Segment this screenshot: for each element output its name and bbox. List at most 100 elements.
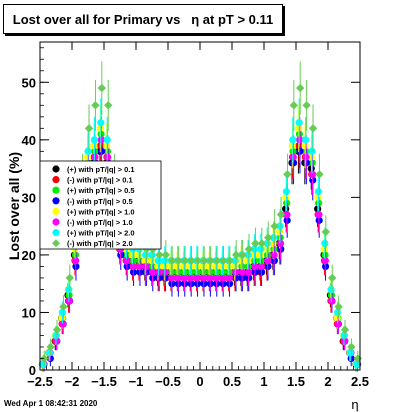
data-point	[257, 239, 267, 248]
data-point	[59, 320, 67, 328]
data-point	[327, 285, 335, 294]
data-point	[296, 83, 305, 93]
data-point	[97, 83, 107, 93]
legend-label: (-) with pT/|q| > 1.0	[67, 218, 133, 227]
data-point	[187, 256, 196, 265]
data-point	[289, 101, 299, 110]
legend-marker	[52, 197, 60, 205]
data-point	[283, 170, 292, 179]
data-point	[193, 256, 203, 265]
data-point	[142, 251, 150, 259]
data-point	[161, 257, 169, 265]
data-point	[244, 268, 253, 276]
data-point	[65, 285, 73, 294]
x-tick-label: 1	[260, 374, 267, 389]
data-point	[104, 153, 112, 161]
data-point	[302, 136, 310, 144]
data-point	[308, 124, 318, 133]
data-point	[232, 250, 241, 260]
legend-label: (+) with pT/|q| > 1.0	[67, 207, 135, 216]
timestamp: Wed Apr 1 08:42:31 2020	[4, 399, 98, 408]
legend: (+) with pT/|q| > 0.1 (-) with pT/|q| > 0…	[39, 160, 162, 250]
data-point	[264, 233, 273, 242]
data-point	[142, 262, 150, 271]
data-point	[288, 141, 296, 150]
data-point	[301, 141, 309, 150]
data-point	[251, 239, 260, 248]
data-point	[72, 257, 80, 265]
data-point	[225, 256, 235, 265]
legend-label: (-) with pT/|q| > 0.1	[67, 176, 133, 185]
data-point	[174, 256, 183, 265]
x-tick-label: −1.5	[91, 374, 117, 389]
data-point	[257, 245, 265, 253]
data-point	[52, 331, 60, 340]
data-point	[103, 136, 111, 144]
data-point	[328, 297, 336, 305]
y-tick-label: 0	[29, 363, 36, 378]
data-point	[46, 342, 55, 352]
data-point	[321, 239, 329, 248]
legend-label: (+) with pT/|q| > 0.1	[67, 165, 135, 174]
data-point	[353, 360, 361, 368]
data-point	[346, 349, 354, 357]
data-point	[83, 153, 92, 161]
legend-label: (-) with pT/|q| > 0.5	[67, 197, 133, 206]
x-tick-label: 2	[324, 374, 331, 389]
x-tick-label: −2	[65, 374, 80, 389]
data-point	[289, 136, 297, 144]
legend-marker	[52, 176, 60, 184]
data-point	[314, 188, 322, 196]
data-point	[180, 256, 190, 265]
data-point	[315, 211, 323, 219]
x-tick-label: 1.5	[287, 374, 305, 389]
data-point	[97, 118, 105, 127]
data-point	[295, 124, 303, 132]
data-point	[276, 222, 284, 230]
data-point	[59, 302, 68, 311]
data-point	[193, 274, 201, 282]
data-point	[340, 325, 350, 334]
data-point	[155, 268, 163, 276]
data-point	[270, 251, 278, 259]
x-tick-label: 2.5	[351, 374, 369, 389]
data-point	[97, 136, 105, 144]
data-point	[340, 331, 348, 340]
data-point	[90, 136, 98, 144]
data-point	[212, 256, 222, 265]
data-point	[308, 170, 317, 178]
y-tick-label: 50	[22, 75, 36, 90]
data-point	[251, 262, 259, 271]
data-point	[154, 257, 162, 265]
data-point	[65, 297, 73, 305]
data-point	[148, 251, 156, 259]
legend-marker	[52, 186, 60, 194]
chart-title: Lost over all for Primary vs η at pT > 0…	[3, 4, 283, 34]
data-point	[334, 320, 342, 328]
data-point	[90, 141, 98, 150]
data-point	[296, 136, 304, 144]
legend-label: (+) with pT/|q| > 0.5	[67, 186, 135, 195]
data-point	[200, 256, 209, 265]
data-point	[206, 256, 215, 265]
y-axis: 0 10 20 30 40 50	[22, 47, 360, 378]
data-point	[96, 124, 104, 132]
data-point	[295, 118, 303, 127]
data-point	[52, 325, 62, 334]
data-point	[231, 257, 239, 265]
legend-marker	[52, 229, 60, 237]
data-point	[206, 274, 214, 282]
data-point	[58, 308, 66, 317]
data-point	[104, 101, 113, 110]
y-tick-label: 10	[22, 305, 36, 320]
legend-marker	[52, 218, 60, 226]
data-point	[225, 274, 233, 282]
y-tick-label: 30	[22, 190, 36, 205]
legend-marker	[52, 165, 60, 173]
data-point	[250, 245, 258, 253]
data-point	[212, 274, 221, 282]
data-point	[46, 349, 54, 357]
data-point	[174, 274, 182, 282]
data-point	[40, 354, 49, 363]
